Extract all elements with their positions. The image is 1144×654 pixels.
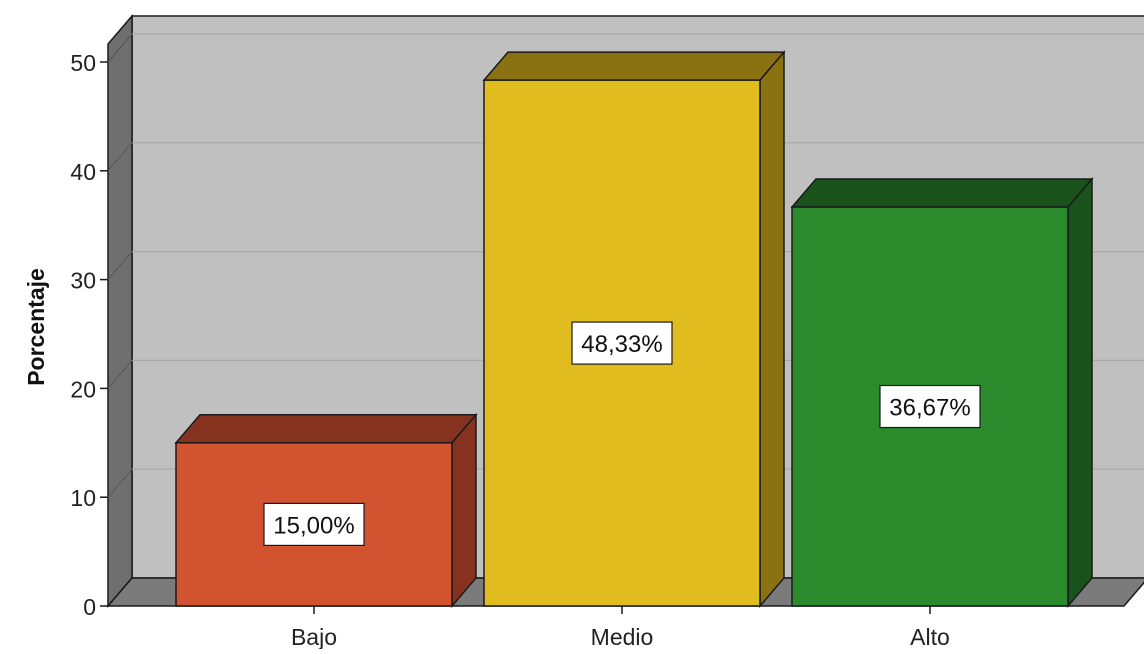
data-label: 36,67% (889, 395, 970, 422)
plot-left-wall (107, 13, 133, 609)
data-label: 15,00% (273, 512, 354, 539)
x-axis: Bajo Medio Alto (291, 606, 950, 650)
x-tick-label: Alto (910, 624, 950, 649)
y-tick-label: 50 (70, 50, 96, 76)
data-label-box (571, 321, 673, 365)
y-tick-label: 20 (70, 376, 96, 402)
y-tick-label: 10 (70, 485, 96, 511)
gridline-wall (107, 360, 133, 389)
bar-alto: 36,67% (790, 177, 1094, 609)
bar-top-face (174, 414, 478, 444)
data-label-box (879, 384, 981, 429)
y-tick-label: 40 (70, 159, 96, 185)
bar-side-face (1067, 177, 1093, 609)
gridline-wall (107, 251, 133, 280)
data-label: 48,33% (581, 331, 662, 358)
bar-front-face (483, 79, 761, 607)
bar-top-face (482, 51, 786, 81)
y-axis-title: Porcentaje (23, 268, 49, 386)
y-axis: 0 10 20 30 40 50 (70, 50, 108, 620)
bar-medio: 48,33% (482, 50, 786, 609)
bars: 15,00% 48,33% 36,67% (174, 50, 1094, 609)
x-tick-label: Bajo (291, 624, 337, 649)
bar-side-face (759, 50, 785, 609)
gridline-wall (107, 468, 133, 498)
bar-top-face (790, 178, 1094, 208)
bar-bajo: 15,00% (174, 412, 478, 609)
bar-side-face (451, 412, 477, 609)
data-label-box (263, 502, 365, 546)
gridline-wall (107, 142, 133, 172)
y-tick-label: 30 (70, 268, 96, 294)
y-tick-label: 0 (83, 594, 96, 620)
x-tick-label: Medio (591, 624, 654, 649)
gridline-wall (107, 33, 133, 63)
